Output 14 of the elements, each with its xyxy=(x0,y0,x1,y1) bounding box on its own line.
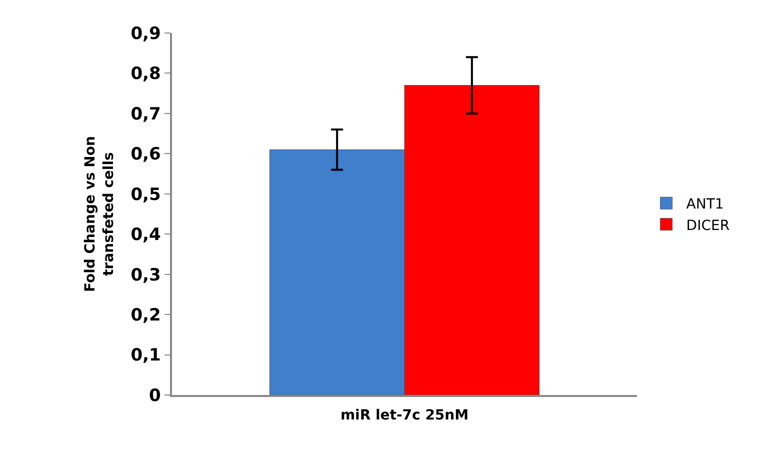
y-tick-label: 0,9 xyxy=(130,24,161,44)
y-tick-label: 0,4 xyxy=(130,225,162,246)
y-tick-label: 0,7 xyxy=(130,104,161,124)
y-tick-label: 0,5 xyxy=(130,184,161,205)
y-tick-label: 0 xyxy=(149,386,162,406)
y-axis-title: Fold Change vs Non transfeted cells xyxy=(82,136,117,292)
y-tick-label: 0,3 xyxy=(130,265,161,286)
legend-label: DICER xyxy=(686,218,730,234)
x-tick-label: miR let-7c 25nM xyxy=(340,408,469,424)
y-tick-label: 0,6 xyxy=(130,144,161,165)
y-tick-label: 0,1 xyxy=(130,346,161,366)
legend-label: ANT1 xyxy=(686,196,724,213)
y-tick-label: 0,2 xyxy=(130,306,161,326)
y-tick-label: 0,8 xyxy=(130,64,161,84)
